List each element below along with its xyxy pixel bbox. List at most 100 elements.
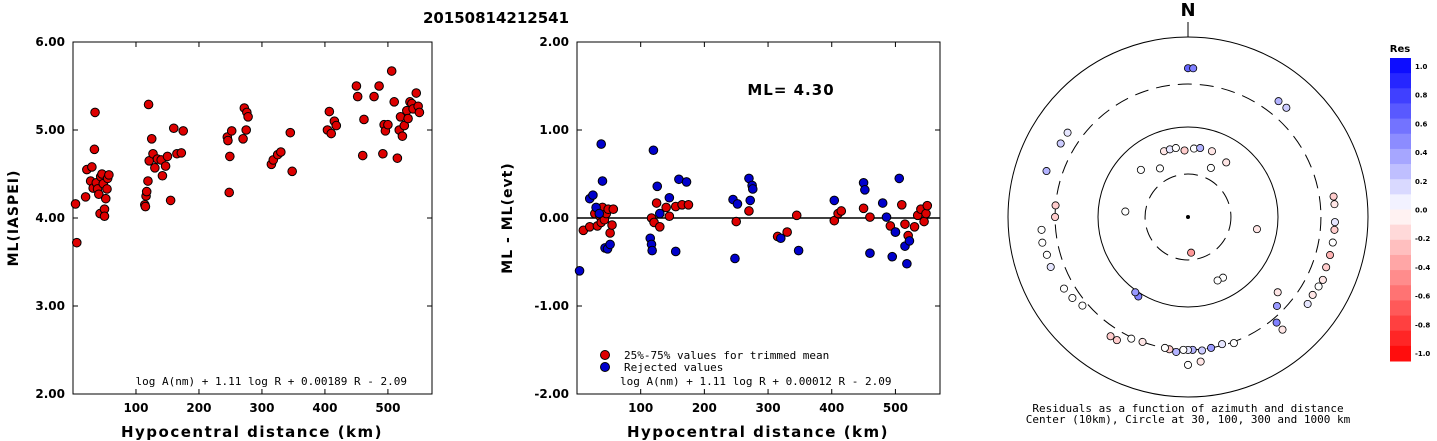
data-point (102, 184, 112, 194)
kept-point (900, 219, 910, 229)
y-tick-label: 5.00 (35, 123, 65, 137)
colorbar-tick-label: 0.6 (1415, 120, 1428, 128)
kept-point (836, 206, 847, 216)
y-tick-label: 2.00 (539, 35, 569, 49)
data-point (94, 189, 104, 200)
data-point (238, 134, 248, 144)
station-point (1063, 128, 1072, 137)
caption-line-2: Center (10km), Circle at 30, 100, 300 an… (1026, 413, 1351, 426)
station-point (1189, 64, 1198, 73)
kept-point (651, 198, 662, 208)
data-point (403, 113, 413, 124)
legend-label-kept: 25%-75% values for trimmed mean (624, 349, 829, 362)
station-point (1112, 336, 1121, 345)
kept-point (683, 200, 694, 210)
station-point (1196, 144, 1205, 153)
data-point (141, 186, 152, 197)
colorbar-tick-label: -0.8 (1415, 321, 1430, 329)
station-point (1068, 293, 1077, 302)
rejected-point (894, 173, 905, 184)
data-point (359, 114, 369, 125)
ml-value-label: ML= 4.30 (747, 81, 834, 99)
y-tick-label: 4.00 (35, 211, 65, 225)
rejected-point (745, 195, 756, 206)
station-point (1207, 147, 1216, 156)
data-point (168, 123, 179, 134)
station-point (1180, 146, 1189, 155)
data-point (392, 153, 403, 163)
formula-text: log A(nm) + 1.11 log R + 0.00189 R - 2.0… (135, 375, 407, 388)
colorbar-title: Res (1390, 44, 1410, 55)
station-point (1131, 288, 1140, 297)
colorbar-segment (1390, 209, 1411, 226)
station-point (1330, 218, 1339, 227)
data-point (378, 148, 388, 159)
legend-marker-kept (600, 350, 610, 360)
rejected-point (793, 245, 804, 256)
station-point (1222, 158, 1231, 167)
x-tick-label: 200 (186, 401, 211, 415)
kept-point (605, 228, 615, 238)
data-point (351, 81, 362, 91)
data-point (90, 107, 100, 118)
x-tick-label: 300 (756, 401, 781, 415)
rejected-point (664, 192, 675, 203)
colorbar-segment (1390, 88, 1411, 104)
ml-residual-panel: 100 200 300 400 500 -2.00 -1.00 0.00 1.00 2.00 ML… (500, 35, 941, 441)
colorbar-segment (1390, 224, 1411, 241)
data-point (331, 120, 342, 131)
station-point (1078, 301, 1087, 310)
rejected-point (887, 251, 898, 262)
caption-line-1: Residuals as a function of azimuth and d… (1032, 402, 1343, 415)
data-point (241, 125, 252, 135)
station-point (1272, 318, 1281, 327)
station-point (1198, 346, 1207, 355)
station-point (1308, 290, 1317, 299)
data-point (225, 151, 235, 162)
data-point (160, 161, 171, 171)
colorbar-segment (1390, 194, 1411, 210)
colorbar-segment (1390, 239, 1411, 256)
kept-point (896, 200, 907, 210)
y-tick-label: -2.00 (534, 387, 569, 401)
data-point (140, 201, 151, 212)
kept-point (909, 222, 920, 232)
colorbar: 1.0 0.8 0.6 0.4 0.2 0.0 -0.2 -0.4 -0.6 -0.8 -1.0 (1390, 58, 1430, 362)
rejected-point (747, 184, 758, 194)
rejected-point (730, 253, 740, 264)
station-point (1187, 248, 1196, 257)
x-tick-label: 100 (123, 401, 148, 415)
data-point (383, 119, 393, 130)
station-point (1136, 165, 1145, 174)
y-tick-label: 6.00 (35, 35, 65, 49)
data-point (352, 91, 363, 102)
data-point (150, 163, 160, 173)
station-point (1037, 225, 1046, 234)
station-point (1121, 207, 1130, 216)
data-point (87, 162, 97, 172)
legend-label-rejected: Rejected values (624, 361, 723, 374)
kept-point (858, 203, 869, 214)
data-point (100, 193, 111, 204)
colorbar-segment (1390, 179, 1411, 195)
rejected-point (877, 198, 888, 208)
station-point (1051, 212, 1060, 221)
station-point (1184, 360, 1193, 369)
rejected-point (860, 185, 870, 195)
data-point (71, 237, 82, 248)
kept-point (607, 220, 617, 230)
kept-point (661, 202, 671, 213)
y-axis-label: ML - ML(evt) (500, 162, 516, 273)
station-point (1056, 139, 1065, 148)
station-point (1252, 225, 1261, 234)
data-point (178, 126, 189, 136)
data-point (414, 107, 425, 118)
colorbar-segment (1390, 164, 1411, 180)
data-point (357, 150, 368, 161)
legend-marker-rejected (600, 362, 610, 372)
data-point (285, 127, 296, 138)
formula-text: log A(nm) + 1.11 log R + 0.00012 R - 2.0… (620, 375, 892, 388)
station-point (1207, 343, 1216, 352)
data-point (223, 135, 233, 146)
